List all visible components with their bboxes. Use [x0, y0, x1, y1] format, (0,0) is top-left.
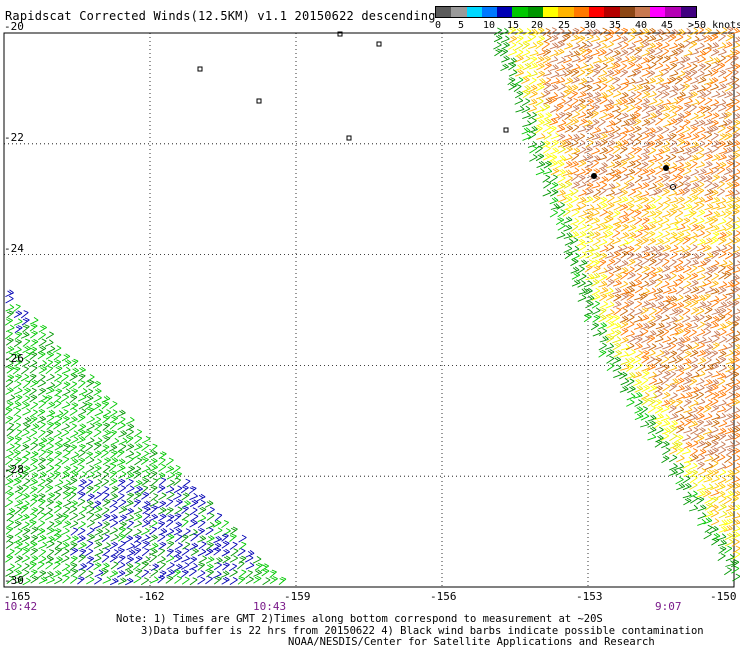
- colorbar-label: 20: [531, 20, 544, 31]
- colorbar-segment: [436, 7, 452, 17]
- lat-label: -22: [4, 130, 24, 144]
- lat-label: -30: [4, 574, 24, 587]
- contamination-marker: [503, 127, 509, 133]
- contamination-marker: [591, 173, 597, 179]
- colorbar-label: >50 knots: [688, 20, 740, 31]
- colorbar-label: 30: [584, 20, 597, 31]
- time-label: 10:42: [4, 600, 38, 613]
- lon-label: -165: [4, 590, 31, 603]
- colorbar-label: 25: [558, 20, 571, 31]
- note-line-1: Note: 1) Times are GMT 2)Times along bot…: [116, 613, 603, 625]
- colorbar-segment: [481, 7, 498, 17]
- contamination-marker: [346, 135, 352, 141]
- lat-label: -24: [4, 241, 24, 255]
- colorbar-segment: [497, 7, 513, 17]
- colorbar-segment: [573, 7, 589, 17]
- lat-label: -28: [4, 463, 24, 477]
- colorbar-segment: [680, 7, 697, 17]
- wind-speed-colorbar: [435, 6, 697, 18]
- colorbar-labels: 0 5 10 15 20 25 30 35 40 45 >50 knots: [0, 20, 740, 34]
- time-label: 10:43: [253, 600, 287, 613]
- west-swath-barbs: [4, 289, 287, 586]
- colorbar-label: 35: [609, 20, 622, 31]
- contamination-marker: [663, 165, 669, 171]
- note-line-3: NOAA/NESDIS/Center for Satellite Applica…: [288, 636, 655, 648]
- colorbar-segment: [604, 7, 620, 17]
- contamination-marker: [197, 66, 203, 72]
- colorbar-segment: [619, 7, 635, 17]
- gridlines: [4, 33, 734, 587]
- note-line-2: 3)Data buffer is 22 hrs from 20150622 4)…: [141, 625, 704, 637]
- lon-label: -150: [710, 590, 737, 603]
- colorbar-segment: [451, 7, 467, 17]
- colorbar-segment: [634, 7, 651, 17]
- colorbar-segment: [650, 7, 666, 17]
- colorbar-label: 45: [661, 20, 674, 31]
- contamination-marker: [256, 98, 262, 104]
- colorbar-segment: [512, 7, 528, 17]
- colorbar-segment: [588, 7, 605, 17]
- lat-label: -20: [4, 20, 24, 33]
- colorbar-segment: [665, 7, 681, 17]
- colorbar-label: 5: [458, 20, 465, 31]
- map-title: Rapidscat Corrected Winds(12.5KM) v1.1 2…: [5, 9, 436, 23]
- contamination-marker: [376, 41, 382, 47]
- colorbar-label: 10: [483, 20, 496, 31]
- colorbar-label: 0: [435, 20, 442, 31]
- east-swath-barbs: [493, 26, 740, 582]
- time-label: 9:07: [655, 600, 682, 613]
- colorbar-label: 40: [635, 20, 648, 31]
- lon-label: -159: [284, 590, 311, 603]
- contamination-marker: [670, 184, 676, 190]
- lon-label: -162: [138, 590, 165, 603]
- plot-frame: [3, 32, 735, 588]
- colorbar-segment: [558, 7, 574, 17]
- lon-label: -156: [430, 590, 457, 603]
- colorbar-segment: [527, 7, 544, 17]
- lat-label: -26: [4, 352, 24, 366]
- colorbar-label: 15: [507, 20, 520, 31]
- colorbar-segment: [466, 7, 482, 17]
- colorbar-segment: [543, 7, 559, 17]
- contamination-barbs: [197, 31, 676, 190]
- contamination-marker: [337, 31, 343, 37]
- lon-label: -153: [576, 590, 603, 603]
